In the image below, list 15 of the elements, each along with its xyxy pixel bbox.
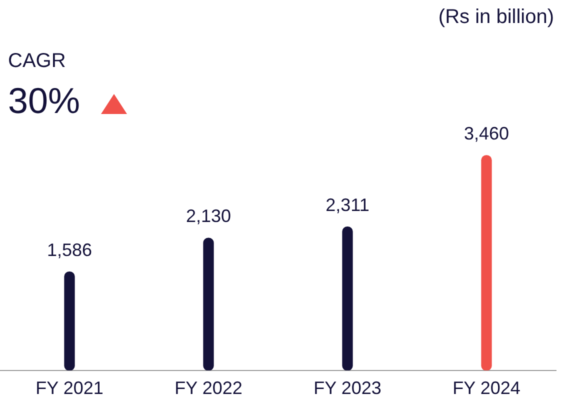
x-tick-label: FY 2021: [36, 378, 104, 398]
x-tick-label: FY 2022: [174, 378, 242, 398]
data-label: 2,130: [186, 206, 232, 226]
x-tick-label: FY 2024: [452, 378, 520, 398]
text: CAGR: [8, 50, 66, 73]
x-tick-label: FY 2023: [314, 378, 382, 398]
data-label: 3,460: [464, 123, 510, 144]
text: 30%: [8, 80, 80, 122]
data-label: 1,586: [46, 240, 92, 260]
text: (Rs in billion): [438, 6, 554, 29]
bar: [342, 226, 353, 370]
bar: [481, 155, 492, 370]
bar: [64, 272, 75, 370]
data-label: 2,311: [326, 194, 370, 215]
bar: [203, 238, 214, 370]
